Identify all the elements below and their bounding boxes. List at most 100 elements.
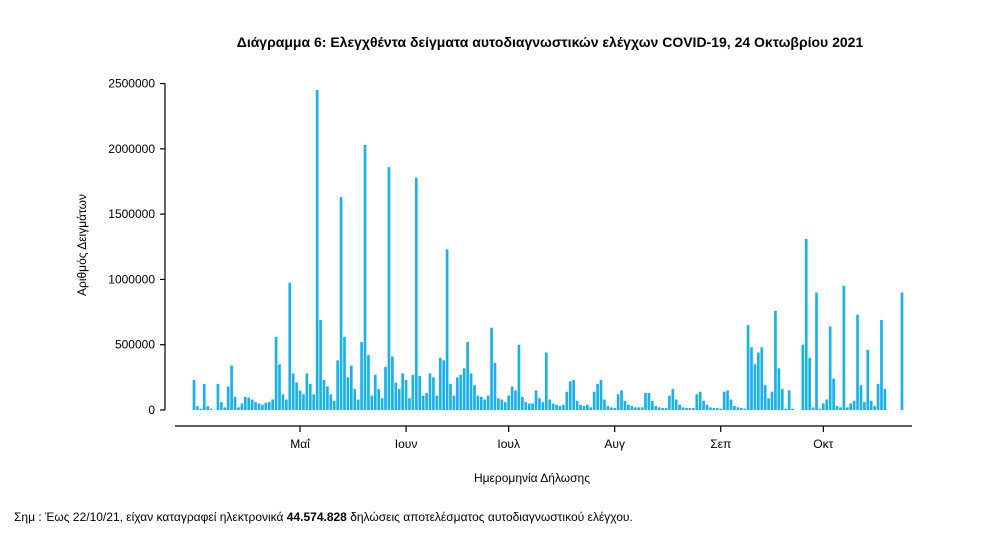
bar — [873, 406, 876, 410]
bar — [404, 379, 408, 410]
bar — [411, 374, 415, 410]
bar — [630, 406, 634, 410]
bar — [377, 389, 381, 410]
bar — [209, 408, 213, 410]
bar — [746, 325, 750, 411]
bar — [705, 404, 709, 410]
bar — [312, 394, 316, 410]
bar — [674, 399, 678, 410]
bar — [579, 404, 582, 410]
bar — [863, 402, 866, 410]
bar — [592, 391, 596, 410]
footnote: Σημ : Έως 22/10/21, είχαν καταγραφεί ηλε… — [14, 510, 633, 524]
x-tick-label: Μαΐ — [290, 437, 311, 451]
y-tick-label: 1500000 — [108, 207, 155, 221]
bar — [654, 406, 658, 410]
bar — [373, 374, 377, 410]
bar — [842, 285, 846, 410]
bar — [339, 197, 343, 410]
bar — [466, 342, 469, 410]
bar — [527, 403, 531, 410]
bar — [367, 355, 370, 410]
bar — [517, 344, 521, 410]
bar — [326, 386, 329, 410]
bar — [712, 408, 716, 410]
bar — [575, 400, 579, 410]
bar — [397, 389, 401, 410]
bar — [613, 408, 617, 410]
bar — [254, 402, 257, 410]
bar — [350, 365, 353, 410]
bar — [586, 404, 589, 410]
bar — [671, 389, 675, 410]
bar — [524, 402, 528, 410]
bar — [336, 360, 339, 410]
footnote-total: 44.574.828 — [286, 510, 347, 524]
bar — [391, 356, 394, 410]
bar — [757, 352, 760, 410]
bar — [264, 402, 268, 410]
y-tick-label: 2000000 — [108, 142, 155, 156]
bar — [661, 408, 664, 410]
bar — [243, 396, 247, 410]
bar — [202, 383, 206, 410]
y-axis: 0 500000 1000000 1500000 2000000 2500000 — [108, 77, 166, 417]
bar — [384, 366, 387, 410]
bar — [240, 403, 244, 410]
bar — [750, 347, 753, 410]
bar — [606, 406, 610, 410]
y-tick-label: 500000 — [115, 338, 155, 352]
bar — [346, 377, 350, 410]
bar — [650, 400, 654, 410]
bar — [445, 249, 449, 410]
bar — [319, 319, 322, 410]
bar — [479, 396, 483, 410]
bar — [609, 407, 613, 410]
bar — [733, 406, 736, 410]
bar — [538, 398, 541, 410]
bar — [739, 408, 743, 410]
bar — [332, 400, 336, 410]
footnote-suffix: δηλώσεις αποτελέσματος αυτοδιαγνωστικού … — [346, 510, 633, 524]
bar — [394, 382, 398, 410]
bar — [230, 365, 233, 410]
bar — [692, 408, 695, 410]
bar — [521, 396, 524, 410]
bar — [702, 400, 705, 410]
bar-series — [192, 90, 904, 411]
bar — [845, 407, 849, 410]
bar — [510, 386, 514, 410]
bar — [640, 407, 644, 410]
bar — [380, 398, 384, 410]
bar — [541, 402, 545, 410]
bar — [473, 385, 476, 410]
bar — [743, 408, 746, 410]
bar — [274, 336, 278, 410]
bar — [770, 391, 774, 410]
x-tick-label: Σεπ — [710, 437, 731, 451]
bar — [818, 408, 822, 410]
x-tick-label: Αυγ — [604, 437, 625, 451]
bar — [623, 400, 627, 410]
bar — [428, 373, 432, 410]
bar — [668, 395, 671, 410]
bar — [302, 394, 305, 410]
bar — [414, 177, 418, 410]
bar — [791, 408, 794, 410]
bar — [869, 400, 873, 410]
bar — [825, 399, 829, 410]
bar — [647, 393, 651, 410]
bar — [237, 407, 240, 410]
bar — [363, 144, 367, 410]
bar — [432, 377, 435, 410]
bar — [760, 347, 764, 410]
bar — [555, 404, 558, 410]
bar — [709, 407, 712, 410]
bar — [329, 394, 333, 410]
bar — [343, 336, 346, 410]
bar — [828, 326, 832, 410]
bar — [486, 395, 490, 410]
bar — [883, 389, 887, 410]
bar — [356, 399, 360, 410]
bar — [295, 382, 298, 410]
